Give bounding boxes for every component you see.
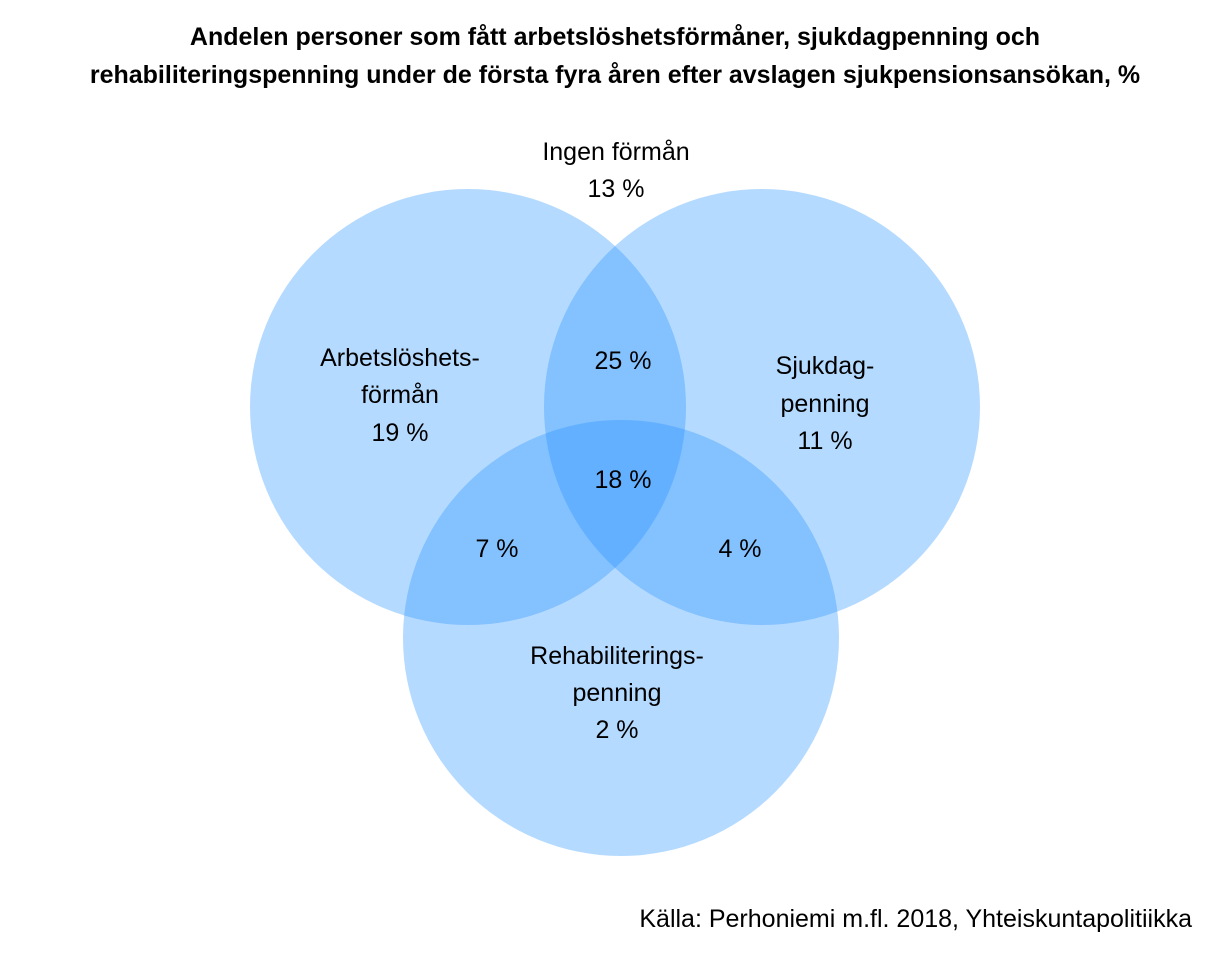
value-overlap-sjukdag-rehab: 4 % [718,535,761,563]
value-none: 13 % [588,175,645,203]
value-overlap-arbetsloshet-rehab: 7 % [475,535,518,563]
label-none: Ingen förmån [542,138,689,166]
value-overlap-arbetsloshet-sjukdag: 25 % [595,347,652,375]
label-arbetsloshetsforman-line-2: förmån [361,381,439,409]
value-overlap-all-three: 18 % [595,466,652,494]
source-note: Källa: Perhoniemi m.fl. 2018, Yhteiskunt… [639,905,1192,933]
label-sjukdagpenning-line-2: penning [781,390,870,418]
label-arbetsloshetsforman-line-1: Arbetslöshets- [320,344,480,372]
value-arbetsloshetsforman: 19 % [372,419,429,447]
label-sjukdagpenning-line-1: Sjukdag- [776,352,875,380]
circle-sjukdagpenning [544,189,980,625]
chart-title-line-2: rehabiliteringspenning under de första f… [89,61,1141,89]
value-rehabiliteringspenning: 2 % [595,716,638,744]
value-sjukdagpenning: 11 % [797,427,852,455]
venn-circles [250,189,980,856]
chart-title-line-1: Andelen personer som fått arbetslöshetsf… [189,23,1041,51]
label-rehabiliteringspenning-line-2: penning [573,679,662,707]
chart-title: Andelen personer som fått arbetslöshetsf… [0,18,1230,94]
circle-arbetsloshetsforman [250,189,686,625]
circle-rehabiliteringspenning [403,420,839,856]
label-rehabiliteringspenning-line-1: Rehabiliterings- [530,642,704,670]
